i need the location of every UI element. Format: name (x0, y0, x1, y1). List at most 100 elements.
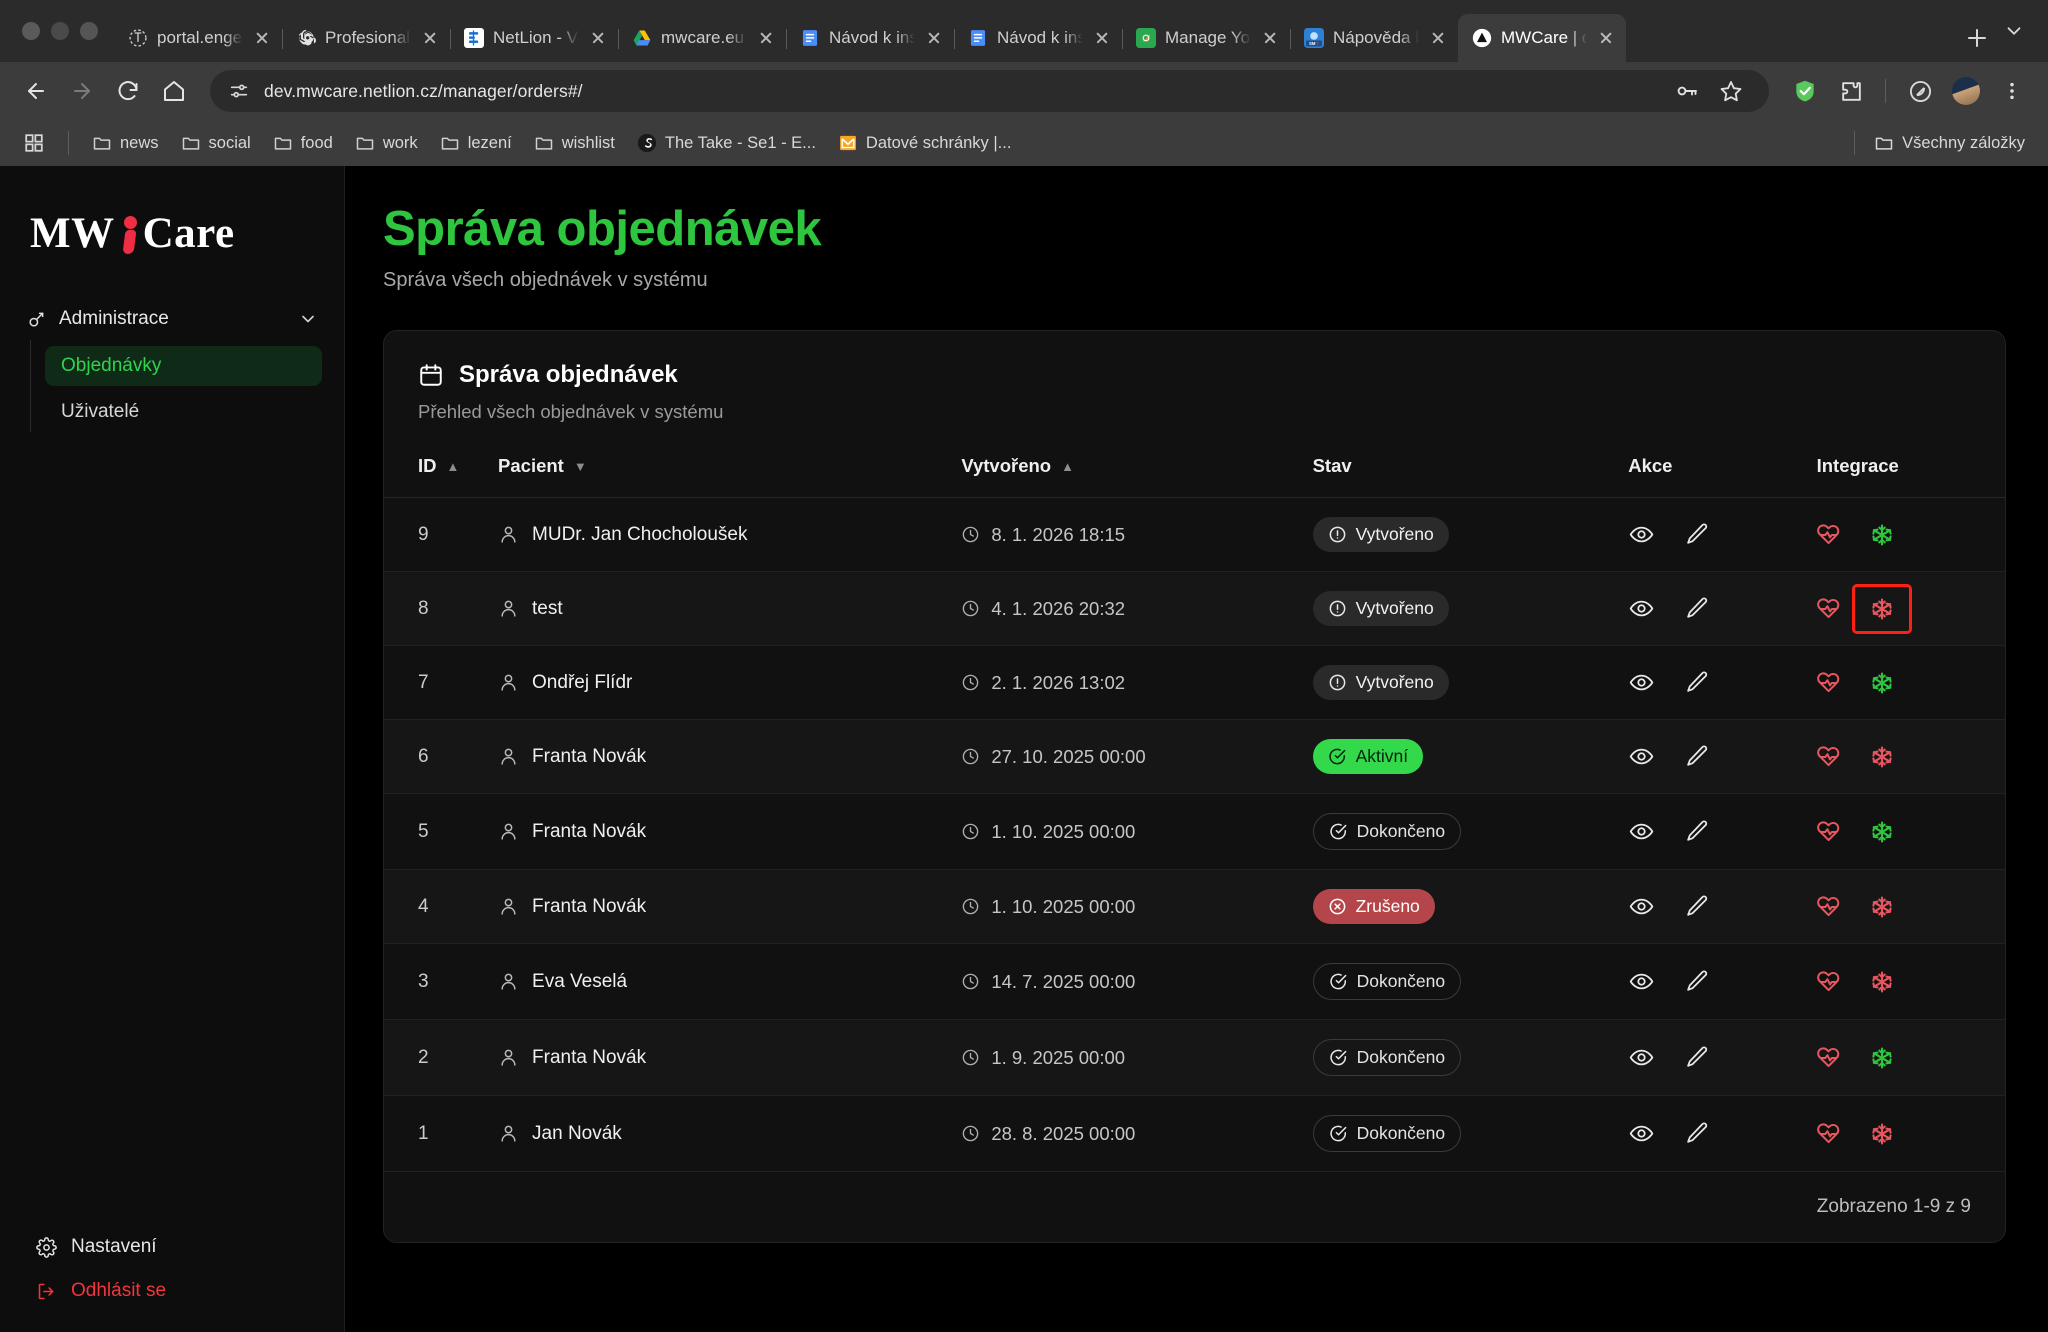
tab-close-icon[interactable] (1260, 28, 1280, 48)
heart-pulse-icon[interactable] (1817, 1045, 1843, 1071)
bookmark-item[interactable]: lezení (431, 128, 521, 158)
eye-icon[interactable] (1628, 744, 1654, 770)
eye-icon[interactable] (1628, 894, 1654, 920)
table-row[interactable]: 6 Franta Novák 27. 10. 2025 00:00 Aktivn… (384, 719, 2005, 794)
bookmark-item[interactable]: food (264, 128, 342, 158)
tab-close-icon[interactable] (924, 28, 944, 48)
snowflake-icon[interactable] (1869, 1045, 1895, 1071)
sidebar-item-objednávky[interactable]: Objednávky (45, 346, 322, 386)
bookmark-item[interactable]: work (346, 128, 427, 158)
profile-avatar[interactable] (1946, 71, 1986, 111)
bookmark-item[interactable]: news (83, 128, 168, 158)
pencil-icon[interactable] (1684, 522, 1710, 548)
pencil-icon[interactable] (1684, 1121, 1710, 1147)
table-row[interactable]: 4 Franta Novák 1. 10. 2025 00:00 Zrušeno (384, 869, 2005, 944)
snowflake-icon[interactable] (1869, 744, 1895, 770)
browser-tab[interactable]: Manage Your Trip (1122, 14, 1291, 62)
eye-icon[interactable] (1628, 522, 1654, 548)
snowflake-icon[interactable] (1869, 596, 1895, 622)
table-row[interactable]: 5 Franta Novák 1. 10. 2025 00:00 Dokonče… (384, 794, 2005, 870)
tab-close-icon[interactable] (420, 28, 440, 48)
all-bookmarks-button[interactable]: Všechny záložky (1865, 128, 2034, 158)
forward-arrow-icon[interactable] (62, 71, 102, 111)
apps-grid-icon[interactable] (14, 123, 54, 163)
three-dot-menu-icon[interactable] (1992, 71, 2032, 111)
heart-pulse-icon[interactable] (1817, 522, 1843, 548)
bookmark-item[interactable]: wishlist (525, 128, 624, 158)
browser-tab[interactable]: Návod k instalaci (954, 14, 1123, 62)
heart-pulse-icon[interactable] (1817, 969, 1843, 995)
tab-close-icon[interactable] (756, 28, 776, 48)
heart-pulse-icon[interactable] (1817, 819, 1843, 845)
eye-icon[interactable] (1628, 1121, 1654, 1147)
table-row[interactable]: 9 MUDr. Jan Chocholoušek 8. 1. 2026 18:1… (384, 498, 2005, 572)
pencil-icon[interactable] (1684, 819, 1710, 845)
bookmark-item[interactable]: Datové schránky |... (829, 128, 1021, 158)
chevron-down-icon[interactable] (298, 309, 318, 329)
table-row[interactable]: 3 Eva Veselá 14. 7. 2025 00:00 Dokončeno (384, 944, 2005, 1020)
browser-tab[interactable]: portal.engeto.com (114, 14, 283, 62)
bookmark-item[interactable]: social (172, 128, 260, 158)
site-info-icon[interactable] (228, 80, 250, 102)
eye-icon[interactable] (1628, 819, 1654, 845)
table-row[interactable]: 8 test 4. 1. 2026 20:32 Vytvořeno (384, 571, 2005, 646)
heart-pulse-icon[interactable] (1817, 894, 1843, 920)
sidebar-item-uživatelé[interactable]: Uživatelé (45, 392, 322, 432)
column-header-pacient[interactable]: Pacient ▼ (498, 449, 962, 499)
back-arrow-icon[interactable] (16, 71, 56, 111)
adblock-shield-icon[interactable] (1785, 71, 1825, 111)
eco-leaf-icon[interactable] (1900, 71, 1940, 111)
browser-tab[interactable]: mwcare.eu – Disk (618, 14, 787, 62)
home-icon[interactable] (154, 71, 194, 111)
pencil-icon[interactable] (1684, 1045, 1710, 1071)
sidebar-group-administrace[interactable]: Administrace (0, 298, 344, 340)
snowflake-icon[interactable] (1869, 670, 1895, 696)
column-header-vytvoreno[interactable]: Vytvořeno ▲ (961, 449, 1313, 499)
column-header-stav[interactable]: Stav (1312, 449, 1629, 499)
heart-pulse-icon[interactable] (1817, 1121, 1843, 1147)
snowflake-icon[interactable] (1869, 1121, 1895, 1147)
browser-tab[interactable]: MWCare | dev (9 (1458, 14, 1626, 62)
heart-pulse-icon[interactable] (1817, 744, 1843, 770)
browser-tab[interactable]: NetLion - VakoSh (450, 14, 619, 62)
app-logo[interactable]: MW Care (0, 194, 344, 257)
eye-icon[interactable] (1628, 670, 1654, 696)
column-header-id[interactable]: ID ▲ (384, 449, 499, 499)
pencil-icon[interactable] (1684, 744, 1710, 770)
window-maximize-button[interactable] (80, 22, 98, 40)
tab-close-icon[interactable] (1428, 28, 1448, 48)
pencil-icon[interactable] (1684, 894, 1710, 920)
snowflake-icon[interactable] (1869, 894, 1895, 920)
tab-close-icon[interactable] (1092, 28, 1112, 48)
browser-tab[interactable]: Profesionalizace (282, 14, 451, 62)
sidebar-item-odhlasit-se[interactable]: Odhlásit se (36, 1280, 344, 1302)
window-close-button[interactable] (22, 22, 40, 40)
bookmark-item[interactable]: The Take - Se1 - E... (628, 128, 825, 158)
pencil-icon[interactable] (1684, 670, 1710, 696)
address-bar[interactable]: dev.mwcare.netlion.cz/manager/orders#/ (210, 70, 1769, 112)
browser-tab[interactable]: Návod k instalaci (786, 14, 955, 62)
table-row[interactable]: 1 Jan Novák 28. 8. 2025 00:00 Dokončeno (384, 1096, 2005, 1172)
eye-icon[interactable] (1628, 1045, 1654, 1071)
window-minimize-button[interactable] (51, 22, 69, 40)
heart-pulse-icon[interactable] (1817, 670, 1843, 696)
reload-icon[interactable] (108, 71, 148, 111)
tab-close-icon[interactable] (588, 28, 608, 48)
snowflake-icon[interactable] (1869, 522, 1895, 548)
pencil-icon[interactable] (1684, 969, 1710, 995)
snowflake-icon[interactable] (1869, 969, 1895, 995)
eye-icon[interactable] (1628, 596, 1654, 622)
extensions-puzzle-icon[interactable] (1831, 71, 1871, 111)
sidebar-item-nastaveni[interactable]: Nastavení (36, 1236, 344, 1258)
tab-close-icon[interactable] (1596, 28, 1616, 48)
heart-pulse-icon[interactable] (1817, 596, 1843, 622)
key-icon[interactable] (1667, 71, 1707, 111)
tab-search-chevron-icon[interactable] (1994, 11, 2034, 51)
snowflake-icon[interactable] (1869, 819, 1895, 845)
new-tab-button[interactable] (1960, 21, 1994, 55)
eye-icon[interactable] (1628, 969, 1654, 995)
browser-tab[interactable]: SMT Nápověda k prog (1290, 14, 1459, 62)
tab-close-icon[interactable] (252, 28, 272, 48)
table-row[interactable]: 7 Ondřej Flídr 2. 1. 2026 13:02 Vytvořen… (384, 646, 2005, 720)
table-row[interactable]: 2 Franta Novák 1. 9. 2025 00:00 Dokončen… (384, 1019, 2005, 1096)
